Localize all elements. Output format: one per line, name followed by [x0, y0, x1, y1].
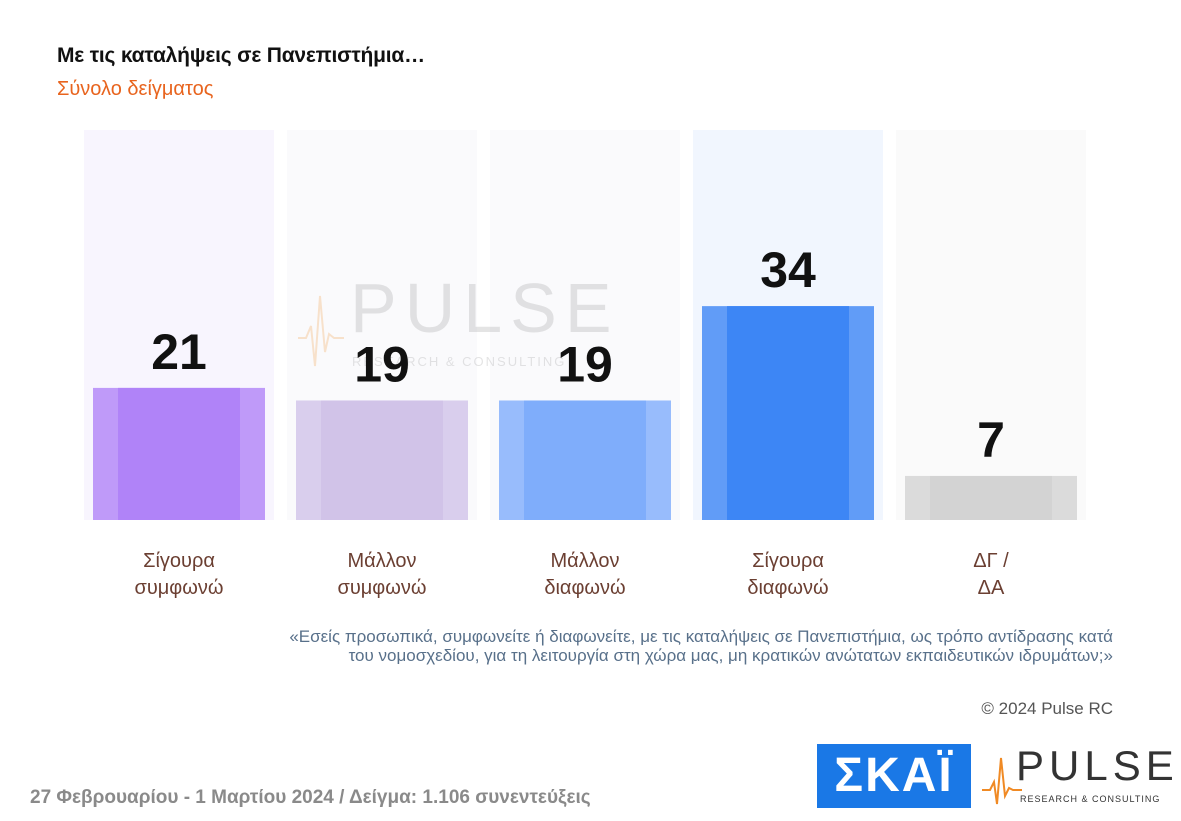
question-line-2: του νομοσχεδίου, για τη λειτουργία στη χ… [348, 646, 1113, 665]
pulse-watermark: PULSE RESEARCH & CONSULTING [298, 269, 620, 369]
bar-inner [727, 306, 849, 520]
pulse-logo-word: PULSE [1016, 742, 1179, 789]
question-line-1: «Εσείς προσωπικά, συμφωνείτε ή διαφωνείτ… [289, 627, 1113, 646]
bar [702, 306, 874, 520]
bar-inner [524, 400, 646, 520]
category-label: Μάλλον [550, 550, 619, 572]
survey-dates-and-sample: 27 Φεβρουαρίου - 1 Μαρτίου 2024 / Δείγμα… [30, 787, 591, 808]
category-label: ΔΓ / [973, 550, 1009, 572]
category-label: διαφωνώ [747, 577, 828, 599]
bar-value-label: 19 [354, 336, 410, 392]
category-label: συμφωνώ [134, 577, 223, 599]
survey-question: «Εσείς προσωπικά, συμφωνείτε ή διαφωνείτ… [113, 627, 1113, 665]
bar-inner [930, 475, 1052, 520]
category-label: ΔΑ [978, 577, 1005, 599]
copyright: © 2024 Pulse RC [981, 699, 1113, 718]
bar-inner [321, 400, 443, 520]
category-label: διαφωνώ [544, 577, 625, 599]
bar-value-label: 34 [760, 242, 816, 298]
skai-logo: ΣΚΑΪ [817, 744, 971, 808]
category-label: Σίγουρα [143, 550, 215, 572]
column-background [896, 130, 1086, 520]
bar-value-label: 21 [151, 324, 207, 380]
bar-inner [118, 387, 240, 520]
pulse-wave-icon [982, 757, 1022, 805]
category-label: Μάλλον [347, 550, 416, 572]
category-label: συμφωνώ [337, 577, 426, 599]
chart-subtitle: Σύνολο δείγματος [57, 78, 214, 100]
category-label: Σίγουρα [752, 550, 824, 572]
bar-chart: PULSE RESEARCH & CONSULTING 21 Σίγουρα συμφω… [93, 130, 1086, 599]
bar [905, 475, 1077, 520]
bar [296, 400, 468, 520]
bar [499, 400, 671, 520]
bar-value-label: 7 [977, 412, 1005, 468]
bar [93, 387, 265, 520]
chart-title: Με τις καταλήψεις σε Πανεπιστήμια… [57, 44, 425, 67]
pulse-logo-tagline: RESEARCH & CONSULTING [1020, 794, 1161, 804]
watermark-wave-icon [298, 295, 344, 367]
bar-value-label: 19 [557, 336, 613, 392]
watermark-tagline: RESEARCH & CONSULTING [352, 354, 566, 369]
pulse-logo: PULSE RESEARCH & CONSULTING [982, 742, 1174, 814]
watermark-word: PULSE [350, 269, 620, 347]
